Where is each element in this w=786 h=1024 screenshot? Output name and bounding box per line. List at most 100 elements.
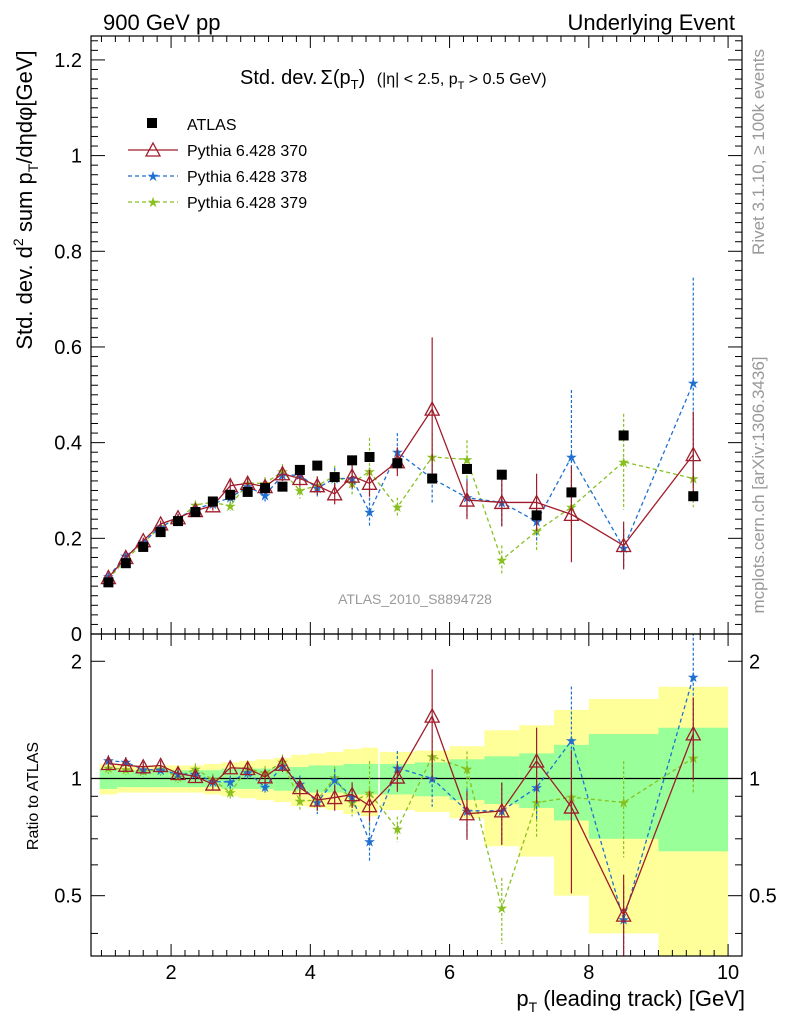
atlas-point xyxy=(260,483,271,494)
series-379-point: ★ xyxy=(617,454,630,470)
series-370-point xyxy=(309,477,326,493)
series-378-point: ★ xyxy=(687,375,700,391)
atlas-point xyxy=(294,464,305,475)
ratio-panel-frame xyxy=(90,633,743,957)
series-379-point: ★ xyxy=(461,451,474,467)
y-tick-label-ratio-left: 0.5 xyxy=(54,886,82,908)
atlas-point xyxy=(173,516,184,527)
header-right: Underlying Event xyxy=(567,10,735,35)
atlas-point xyxy=(103,577,114,588)
series-370-point xyxy=(326,485,343,501)
main-panel-series: ★★★★★★★★★★★★★★★★★★★★★★★★★★★★★★★★★★★★★★★★… xyxy=(100,277,702,587)
y-tick-label-ratio-right: 2 xyxy=(749,651,760,673)
ratio-370-point xyxy=(274,755,291,771)
y-tick-label-main: 1 xyxy=(71,146,82,168)
mcplots-label: mcplots.cern.ch [arXiv:1306.3436] xyxy=(749,356,768,613)
y-tick-label-ratio-right: 1 xyxy=(749,768,760,790)
x-tick-label: 2 xyxy=(166,962,177,984)
header-left: 900 GeV pp xyxy=(103,10,220,35)
plot-title: Std. dev. Σ(pT) (|η| < 2.5, pT > 0.5 GeV) xyxy=(240,67,547,92)
x-tick-label: 4 xyxy=(305,962,316,984)
atlas-point xyxy=(427,473,438,484)
series-370-point xyxy=(615,537,632,553)
rivet-label: Rivet 3.1.10, ≥ 100k events xyxy=(749,49,768,255)
ratio-370-point xyxy=(239,760,256,776)
y-tick-label-main: 0.4 xyxy=(54,433,82,455)
ratio-379-point: ★ xyxy=(391,821,404,837)
series-378-point: ★ xyxy=(565,449,578,465)
atlas-point xyxy=(618,430,629,441)
series-370-point xyxy=(563,506,580,522)
legend: ATLAS Pythia 6.428 370 ★ Pythia 6.428 37… xyxy=(128,117,307,212)
ratio-379-point: ★ xyxy=(496,900,509,916)
series-379-point: ★ xyxy=(224,498,237,514)
ratio-378-point: ★ xyxy=(565,733,578,749)
atlas-point xyxy=(329,472,340,483)
y-tick-label-main: 0 xyxy=(71,624,82,646)
ratio-370-point xyxy=(493,802,510,818)
ratio-378-point: ★ xyxy=(328,772,341,788)
atlas-point xyxy=(225,489,236,500)
legend-379-marker: ★ xyxy=(147,194,160,210)
x-axis-label: pT (leading track) [GeV] xyxy=(516,986,745,1015)
atlas-point xyxy=(496,469,507,480)
atlas-point xyxy=(461,463,472,474)
ratio-370-point xyxy=(685,725,702,741)
atlas-point xyxy=(531,510,542,521)
ratio-378-point: ★ xyxy=(224,774,237,790)
y-axis-label-ratio: Ratio to ATLAS xyxy=(25,742,42,850)
y-tick-label-main: 0.8 xyxy=(54,241,82,263)
series-370-point xyxy=(528,494,545,510)
legend-atlas-marker xyxy=(147,118,157,128)
ratio-370-point xyxy=(528,752,545,768)
atlas-point xyxy=(312,460,323,471)
ratio-370-point xyxy=(424,707,441,723)
main-panel-atlas-points xyxy=(103,430,699,588)
ratio-379-point: ★ xyxy=(461,761,474,777)
y-tick-label-ratio-right: 0.5 xyxy=(749,886,777,908)
analysis-watermark: ATLAS_2010_S8894728 xyxy=(338,591,492,607)
ratio-370-point xyxy=(204,775,221,791)
ratio-370-point xyxy=(389,768,406,784)
atlas-point xyxy=(566,487,577,498)
ratio-370-point xyxy=(169,765,187,781)
ratio-379-point: ★ xyxy=(294,793,307,809)
axes: 2 4 6 8 10 0 0.2 0.4 0.6 0.8 1 1.2 0.5 0.5 1 1 2 2 xyxy=(54,35,777,984)
ratio-370-point xyxy=(152,757,169,773)
ratio-370-point xyxy=(563,798,580,814)
series-370-point xyxy=(458,491,476,507)
atlas-point xyxy=(207,496,218,507)
legend-370-label: Pythia 6.428 370 xyxy=(187,143,307,160)
series-370-point xyxy=(291,470,308,486)
ratio-370-point xyxy=(326,789,343,805)
ratio-379-line xyxy=(108,755,694,911)
ratio-379-point: ★ xyxy=(224,784,237,800)
series-370-point xyxy=(274,465,291,481)
series-370-point xyxy=(685,446,702,462)
ratio-panel-bands xyxy=(99,686,729,956)
x-tick-label: 6 xyxy=(444,962,455,984)
ratio-370-point xyxy=(309,791,326,807)
atlas-point xyxy=(138,541,149,552)
series-378-point: ★ xyxy=(363,504,376,520)
legend-370-marker xyxy=(144,141,162,157)
ratio-370-point xyxy=(291,779,308,795)
y-tick-label-main: 0.2 xyxy=(54,528,82,550)
series-379-point: ★ xyxy=(496,552,509,568)
legend-atlas-label: ATLAS xyxy=(187,117,237,134)
ratio-370-point xyxy=(222,759,239,775)
legend-378-marker: ★ xyxy=(147,168,160,184)
ratio-379-point: ★ xyxy=(617,795,630,811)
atlas-point xyxy=(242,486,253,497)
legend-379-label: Pythia 6.428 379 xyxy=(187,195,307,212)
x-tick-label: 10 xyxy=(717,962,739,984)
ratio-370-point xyxy=(117,756,134,772)
ratio-band-green xyxy=(360,763,379,795)
ratio-370-point xyxy=(458,805,476,821)
series-370-point xyxy=(361,474,378,490)
ratio-370-point xyxy=(135,758,152,774)
ratio-370-point xyxy=(615,906,632,922)
atlas-point xyxy=(190,507,201,518)
legend-378-label: Pythia 6.428 378 xyxy=(187,169,307,186)
atlas-point xyxy=(392,458,403,469)
